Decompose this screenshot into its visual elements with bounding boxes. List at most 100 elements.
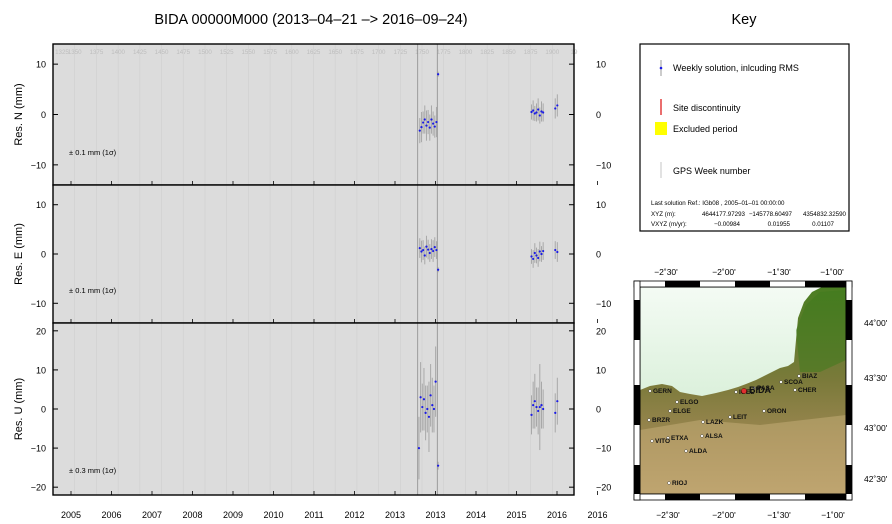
station-marker <box>684 449 688 453</box>
data-point <box>421 405 424 409</box>
y-tick-label-left: 10 <box>36 365 46 375</box>
y-tick-label-right: 0 <box>596 405 601 415</box>
data-point <box>433 246 436 249</box>
station-label: SCOA <box>784 379 803 386</box>
x-tick-label: 2013 <box>385 510 405 520</box>
map-lon-bottom-0: −2˚30' <box>656 510 680 520</box>
map-lat-0: 44˚00' <box>864 318 888 328</box>
map-lon-top-0: −2˚30' <box>654 267 678 277</box>
data-point <box>420 125 423 129</box>
x-tick-label: 2007 <box>142 510 162 520</box>
key-xyz-y: −145778.60497 <box>749 211 793 218</box>
data-point <box>540 252 543 256</box>
data-point <box>423 118 426 121</box>
map-lon-top-1: −2˚00' <box>712 267 736 277</box>
key-gpsweek-label: GPS Week number <box>673 166 750 176</box>
x-tick-label: 2015 <box>506 510 526 520</box>
data-point <box>537 108 540 111</box>
highlight-station-label: BIDA <box>749 385 771 395</box>
data-point <box>554 248 557 252</box>
station-marker <box>650 439 654 443</box>
data-point <box>554 411 557 415</box>
gps-week-label: 1875 <box>524 49 538 56</box>
data-point <box>422 398 426 401</box>
data-point <box>530 110 533 114</box>
data-point <box>535 111 538 114</box>
x-tick-label: 2005 <box>61 510 81 520</box>
station-marker <box>728 415 732 419</box>
gps-week-label: 1625 <box>307 49 321 56</box>
panel-2: −20 −20 −10 −10 0 0 10 10 20 20 ± 0.3 mm (1σ) Res. … <box>13 322 611 496</box>
gps-week-label: 1650 <box>328 49 342 56</box>
station-marker <box>675 400 679 404</box>
y-tick-label-left: −20 <box>31 483 46 493</box>
data-point <box>431 403 434 407</box>
location-map: −2˚30' −2˚00' −1˚30' −1˚00' −2˚30' −2˚00… <box>633 267 888 520</box>
data-point <box>432 122 435 125</box>
x-tick-label: 2011 <box>304 510 323 520</box>
data-point <box>533 251 536 255</box>
data-point <box>425 245 428 248</box>
station-marker <box>701 420 705 424</box>
data-point <box>418 129 421 132</box>
gps-week-label: 1750 <box>415 49 429 56</box>
y-tick-label-right: 10 <box>596 200 606 210</box>
station-label: BIAZ <box>802 373 817 380</box>
key-xyz-label: XYZ (m): <box>651 211 676 218</box>
station-marker <box>700 434 704 438</box>
panel-1: −10 −10 0 0 10 10 ± 0.1 mm (1σ) Res. E (mm) <box>13 184 611 324</box>
data-point <box>428 251 431 255</box>
data-point <box>532 257 535 261</box>
data-point <box>437 73 440 76</box>
station-label: ELGE <box>673 408 691 415</box>
data-point <box>530 255 533 258</box>
data-point <box>437 464 440 467</box>
station-label: ETXA <box>671 435 689 442</box>
gps-week-label: 1450 <box>155 49 169 56</box>
key-discontinuity-label: Site discontinuity <box>673 103 741 113</box>
data-point <box>429 394 432 397</box>
data-point <box>535 405 538 409</box>
highlight-station-marker <box>741 388 747 394</box>
gps-week-label: 1550 <box>241 49 255 56</box>
y-axis-label: Res. N (mm) <box>13 83 25 145</box>
station-marker <box>797 374 801 378</box>
x-tick-label: 2016 <box>587 510 607 520</box>
station-label: BRZR <box>652 417 670 424</box>
gps-week-label: 1775 <box>437 49 451 56</box>
station-marker <box>648 389 652 393</box>
data-point <box>422 121 425 124</box>
station-label: GERN <box>653 388 672 395</box>
key-vxyz-y: 0.01955 <box>768 221 791 228</box>
data-point <box>420 250 423 253</box>
station-label: CHER <box>798 387 817 394</box>
data-point <box>435 248 438 252</box>
data-point <box>542 249 545 253</box>
data-point <box>435 120 438 124</box>
station-marker <box>779 380 783 384</box>
y-tick-label-left: −10 <box>31 444 46 454</box>
data-point <box>530 413 533 416</box>
data-point <box>434 380 437 383</box>
key-xyz-z: 4354832.32590 <box>803 211 847 218</box>
y-tick-label-left: 0 <box>41 250 46 260</box>
map-lon-top-3: −1˚00' <box>820 267 844 277</box>
gps-week-label: 1900 <box>545 49 559 56</box>
y-tick-label-left: 0 <box>41 110 46 120</box>
map-frame <box>633 280 853 501</box>
data-point <box>427 415 431 418</box>
data-point <box>556 104 559 107</box>
data-point <box>419 396 422 399</box>
x-tick-label: 2013 <box>425 510 445 520</box>
data-point <box>533 112 536 115</box>
data-point <box>540 403 543 407</box>
key-vxyz-label: VXYZ (m/yr): <box>651 221 687 228</box>
y-tick-label-left: 10 <box>36 200 46 210</box>
data-point <box>437 268 440 271</box>
y-axis-label: Res. U (mm) <box>13 378 25 440</box>
station-marker <box>667 481 671 485</box>
data-point <box>540 110 543 113</box>
